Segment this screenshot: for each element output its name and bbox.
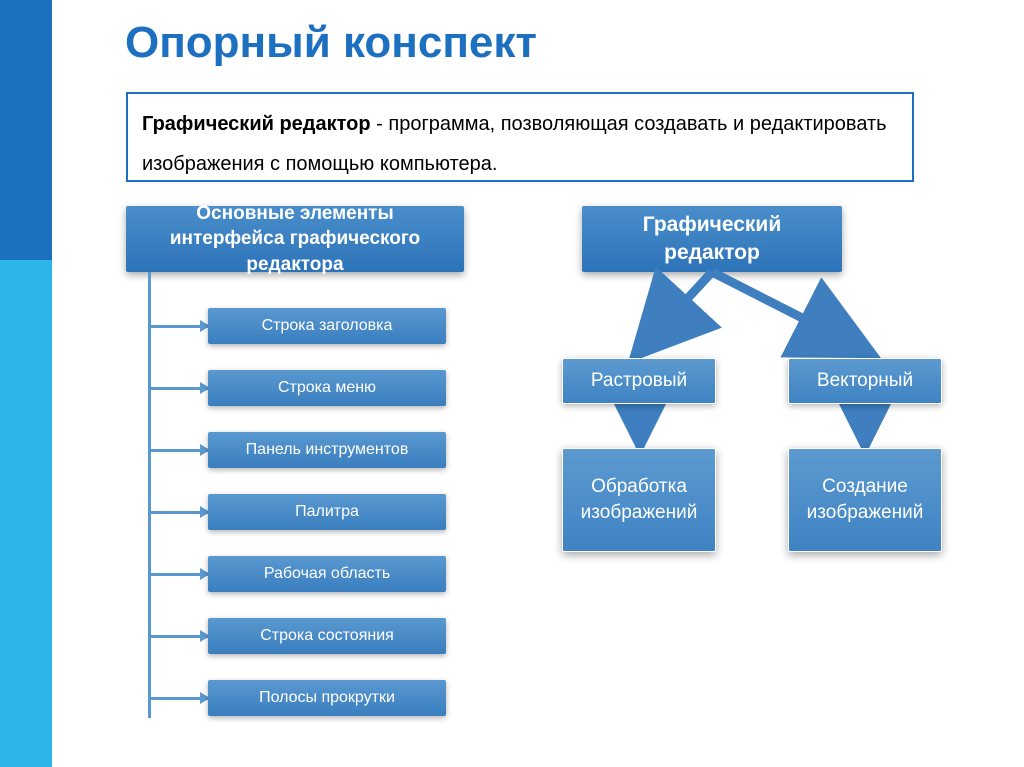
branch-0-type: Растровый — [562, 358, 716, 404]
right-block-header: Графический редактор — [582, 206, 842, 272]
tree-elbow-4 — [148, 573, 208, 576]
definition-box: Графический редактор - программа, позвол… — [126, 92, 914, 182]
sidebar-top-block — [0, 0, 52, 260]
left-block-header: Основные элементы интерфейса графическог… — [126, 206, 464, 272]
page-title: Опорный конспект — [125, 18, 537, 68]
list-item-0: Строка заголовка — [208, 308, 446, 344]
definition-text: Графический редактор - программа, позвол… — [142, 113, 887, 175]
tree-elbow-2 — [148, 449, 208, 452]
definition-term: Графический редактор — [142, 113, 371, 135]
list-item-1: Строка меню — [208, 370, 446, 406]
list-item-6: Полосы прокрутки — [208, 680, 446, 716]
list-item-2: Панель инструментов — [208, 432, 446, 468]
list-item-4: Рабочая область — [208, 556, 446, 592]
tree-elbow-0 — [148, 325, 208, 328]
tree-elbow-6 — [148, 697, 208, 700]
branch-0-result: Обработка изображений — [562, 448, 716, 552]
branch-1-type: Векторный — [788, 358, 942, 404]
tree-vertical-line — [148, 272, 151, 718]
sidebar — [0, 0, 52, 767]
tree-elbow-1 — [148, 387, 208, 390]
sidebar-bottom-block — [0, 260, 52, 767]
list-item-5: Строка состояния — [208, 618, 446, 654]
branch-1-result: Создание изображений — [788, 448, 942, 552]
list-item-3: Палитра — [208, 494, 446, 530]
tree-elbow-3 — [148, 511, 208, 514]
tree-elbow-5 — [148, 635, 208, 638]
